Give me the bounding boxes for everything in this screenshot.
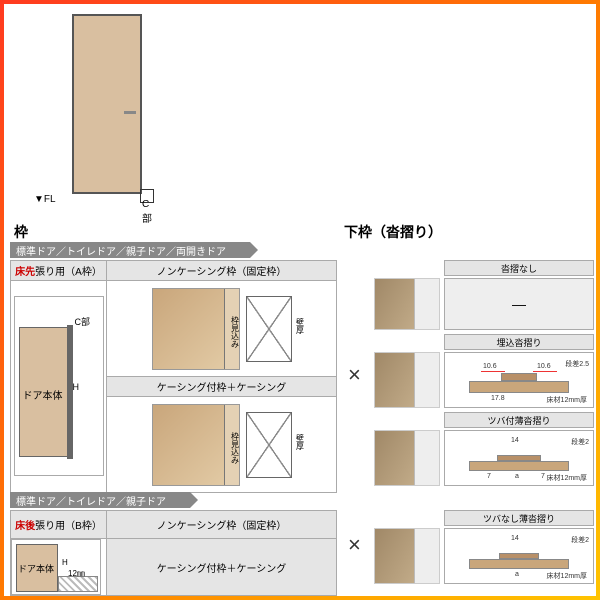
h-label: H: [73, 382, 80, 392]
r-photo-umekomi: [374, 352, 440, 408]
door-leaf: [72, 14, 142, 194]
multiply-b: ×: [348, 532, 361, 558]
b-red: 床後: [15, 521, 35, 532]
b-doorbody-cell: ドア本体 H 12㎜: [11, 539, 107, 596]
a-left-header: 床先張り用（A枠）: [11, 261, 107, 281]
b-h: H: [62, 558, 68, 567]
dim-yuka-1: 床材12mm厚: [547, 395, 587, 405]
r-diag-tsuba: 14 段差2 7 a 7 床材12mm厚: [444, 430, 594, 486]
dim-dan25: 段差2.5: [565, 359, 589, 369]
r-photo-tsubanashi: [374, 528, 440, 584]
dim-14b: 14: [511, 535, 519, 542]
dim-yuka-3: 床材12mm厚: [547, 571, 587, 581]
b-suffix: 張り用（B枠）: [35, 521, 102, 532]
dim-106b: 10.6: [537, 363, 551, 370]
section-frame-title: 枠: [14, 222, 28, 242]
kabe-label-1: 壁厚: [295, 318, 306, 334]
noncasing-section: [246, 296, 292, 362]
b-noncasing: ノンケーシング枠（固定枠）: [107, 511, 337, 539]
door-elevation: ▼FL C部: [64, 14, 154, 214]
dim-yuka-2: 床材12mm厚: [547, 473, 587, 483]
r-diag-umekomi: 段差2.5 10.6 10.6 17.8 床材12mm厚: [444, 352, 594, 408]
content-area: ▼FL C部 枠 下枠（沓摺り） 標準ドア／トイレドア／親子ドア／両開きドア 床…: [4, 4, 596, 596]
tsuba-wood: [469, 461, 569, 471]
c-part-label: C部: [75, 315, 91, 328]
door-body-label: ドア本体: [23, 387, 63, 402]
b-door-body: ドア本体 H 12㎜: [11, 539, 101, 595]
r-diag-tsubanashi: 14 段差2 a 床材12mm厚: [444, 528, 594, 584]
casing-graphic: 枠見込み 壁厚: [152, 404, 292, 486]
dim-7a: 7: [487, 473, 491, 480]
dim-dan2b: 段差2: [571, 535, 589, 545]
a-noncasing-header: ノンケーシング枠（固定枠）: [107, 261, 337, 281]
band-a: 標準ドア／トイレドア／親子ドア／両開きドア: [10, 242, 250, 258]
section-sill-title: 下枠（沓摺り）: [344, 222, 442, 242]
casing-photo: [152, 404, 240, 486]
fl-label: ▼FL: [34, 194, 56, 205]
c-label: C部: [142, 199, 154, 225]
door-body-diagram: C部 ドア本体 H: [14, 296, 104, 476]
dim-a2: a: [515, 571, 519, 578]
a-doorbody-cell: C部 ドア本体 H: [11, 281, 107, 493]
r-cap-umekomi: 埋込沓摺り: [444, 334, 594, 350]
b-12mm: 12㎜: [68, 568, 85, 579]
noncasing-photo: [152, 288, 240, 370]
wakumi-label-2: 枠見込み: [230, 432, 241, 464]
b-left-header: 床後張り用（B枠）: [11, 511, 107, 539]
door-body-edge: [67, 325, 73, 459]
r-cap-tsuba: ツバ付薄沓摺り: [444, 412, 594, 428]
dim-dan2a: 段差2: [571, 437, 589, 447]
door-handle: [124, 111, 136, 114]
table-b: 床後張り用（B枠） ノンケーシング枠（固定枠） ドア本体 H 12㎜ ケーシング…: [10, 510, 337, 596]
r-dash: —: [444, 278, 594, 330]
dim-106a: 10.6: [483, 363, 497, 370]
tn-wood: [469, 559, 569, 569]
noncasing-graphic: 枠見込み 壁厚: [152, 288, 292, 370]
dim-7b: 7: [541, 473, 545, 480]
a-suffix: 張り用（A枠）: [35, 267, 102, 278]
r-cap-none: 沓摺なし: [444, 260, 594, 276]
wakumi-label-1: 枠見込み: [230, 316, 241, 348]
band-b: 標準ドア／トイレドア／親子ドア: [10, 492, 190, 508]
r-photo-none: [374, 278, 440, 330]
dim-a1: a: [515, 473, 519, 480]
table-a: 床先張り用（A枠） ノンケーシング枠（固定枠） C部 ドア本体 H: [10, 260, 337, 493]
multiply-a: ×: [348, 362, 361, 388]
a-noncasing-img: 枠見込み 壁厚: [107, 281, 337, 377]
page: ▼FL C部 枠 下枠（沓摺り） 標準ドア／トイレドア／親子ドア／両開きドア 床…: [0, 0, 600, 600]
dim-178: 17.8: [491, 395, 505, 402]
casing-section: [246, 412, 292, 478]
ume-sill: [501, 373, 537, 381]
tn-sill: [499, 553, 539, 559]
a-casing-img: 枠見込み 壁厚: [107, 397, 337, 493]
a-casing-header: ケーシング付枠＋ケーシング: [107, 377, 337, 397]
r-photo-tsuba: [374, 430, 440, 486]
a-red: 床先: [15, 267, 35, 278]
b-door-label: ドア本体: [18, 562, 54, 575]
dim-14a: 14: [511, 437, 519, 444]
b-casing: ケーシング付枠＋ケーシング: [107, 539, 337, 596]
kabe-label-2: 壁厚: [295, 434, 306, 450]
ume-wood: [469, 381, 569, 393]
tsuba-sill: [497, 455, 541, 461]
r-cap-tsubanashi: ツバなし薄沓摺り: [444, 510, 594, 526]
